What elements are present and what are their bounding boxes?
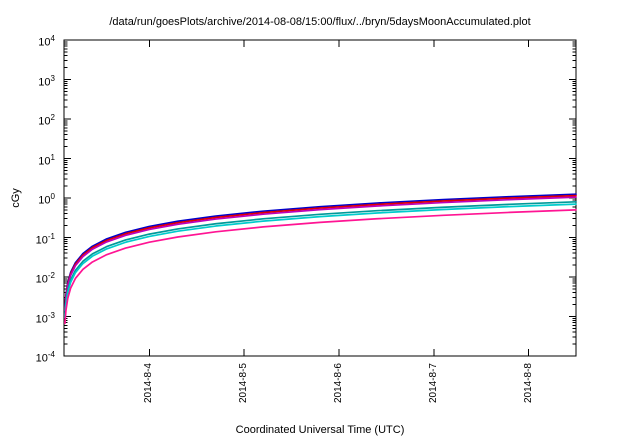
series-line-accumulated-dose-5: [64, 203, 577, 319]
y-tick-label: 102: [38, 113, 55, 128]
y-tick-label: 10-2: [35, 271, 55, 286]
x-tick-label: 2014-8-6: [332, 363, 344, 404]
y-tick-label: 10-4: [35, 350, 55, 365]
series-line-accumulated-dose-3: [64, 196, 577, 312]
y-tick-label: 101: [38, 152, 55, 168]
y-tick-label: 10-1: [35, 231, 55, 247]
series-line-accumulated-dose-4: [64, 200, 577, 317]
series-line-accumulated-dose-6: [64, 209, 577, 325]
x-tick-label: 2014-8-4: [143, 363, 155, 404]
y-tick-label: 100: [38, 192, 55, 207]
x-tick-label: 2014-8-5: [238, 363, 250, 404]
x-tick-label: 2014-8-8: [522, 363, 534, 404]
x-tick-label: 2014-8-7: [427, 363, 439, 404]
x-axis-label: Coordinated Universal Time (UTC): [235, 424, 405, 436]
y-tick-label: 10-3: [35, 310, 55, 326]
y-tick-label: 104: [38, 34, 55, 49]
series-line-accumulated-dose-1: [64, 193, 577, 309]
chart-title: /data/run/goesPlots/archive/2014-08-08/1…: [109, 16, 531, 28]
y-tick-label: 103: [38, 73, 55, 89]
